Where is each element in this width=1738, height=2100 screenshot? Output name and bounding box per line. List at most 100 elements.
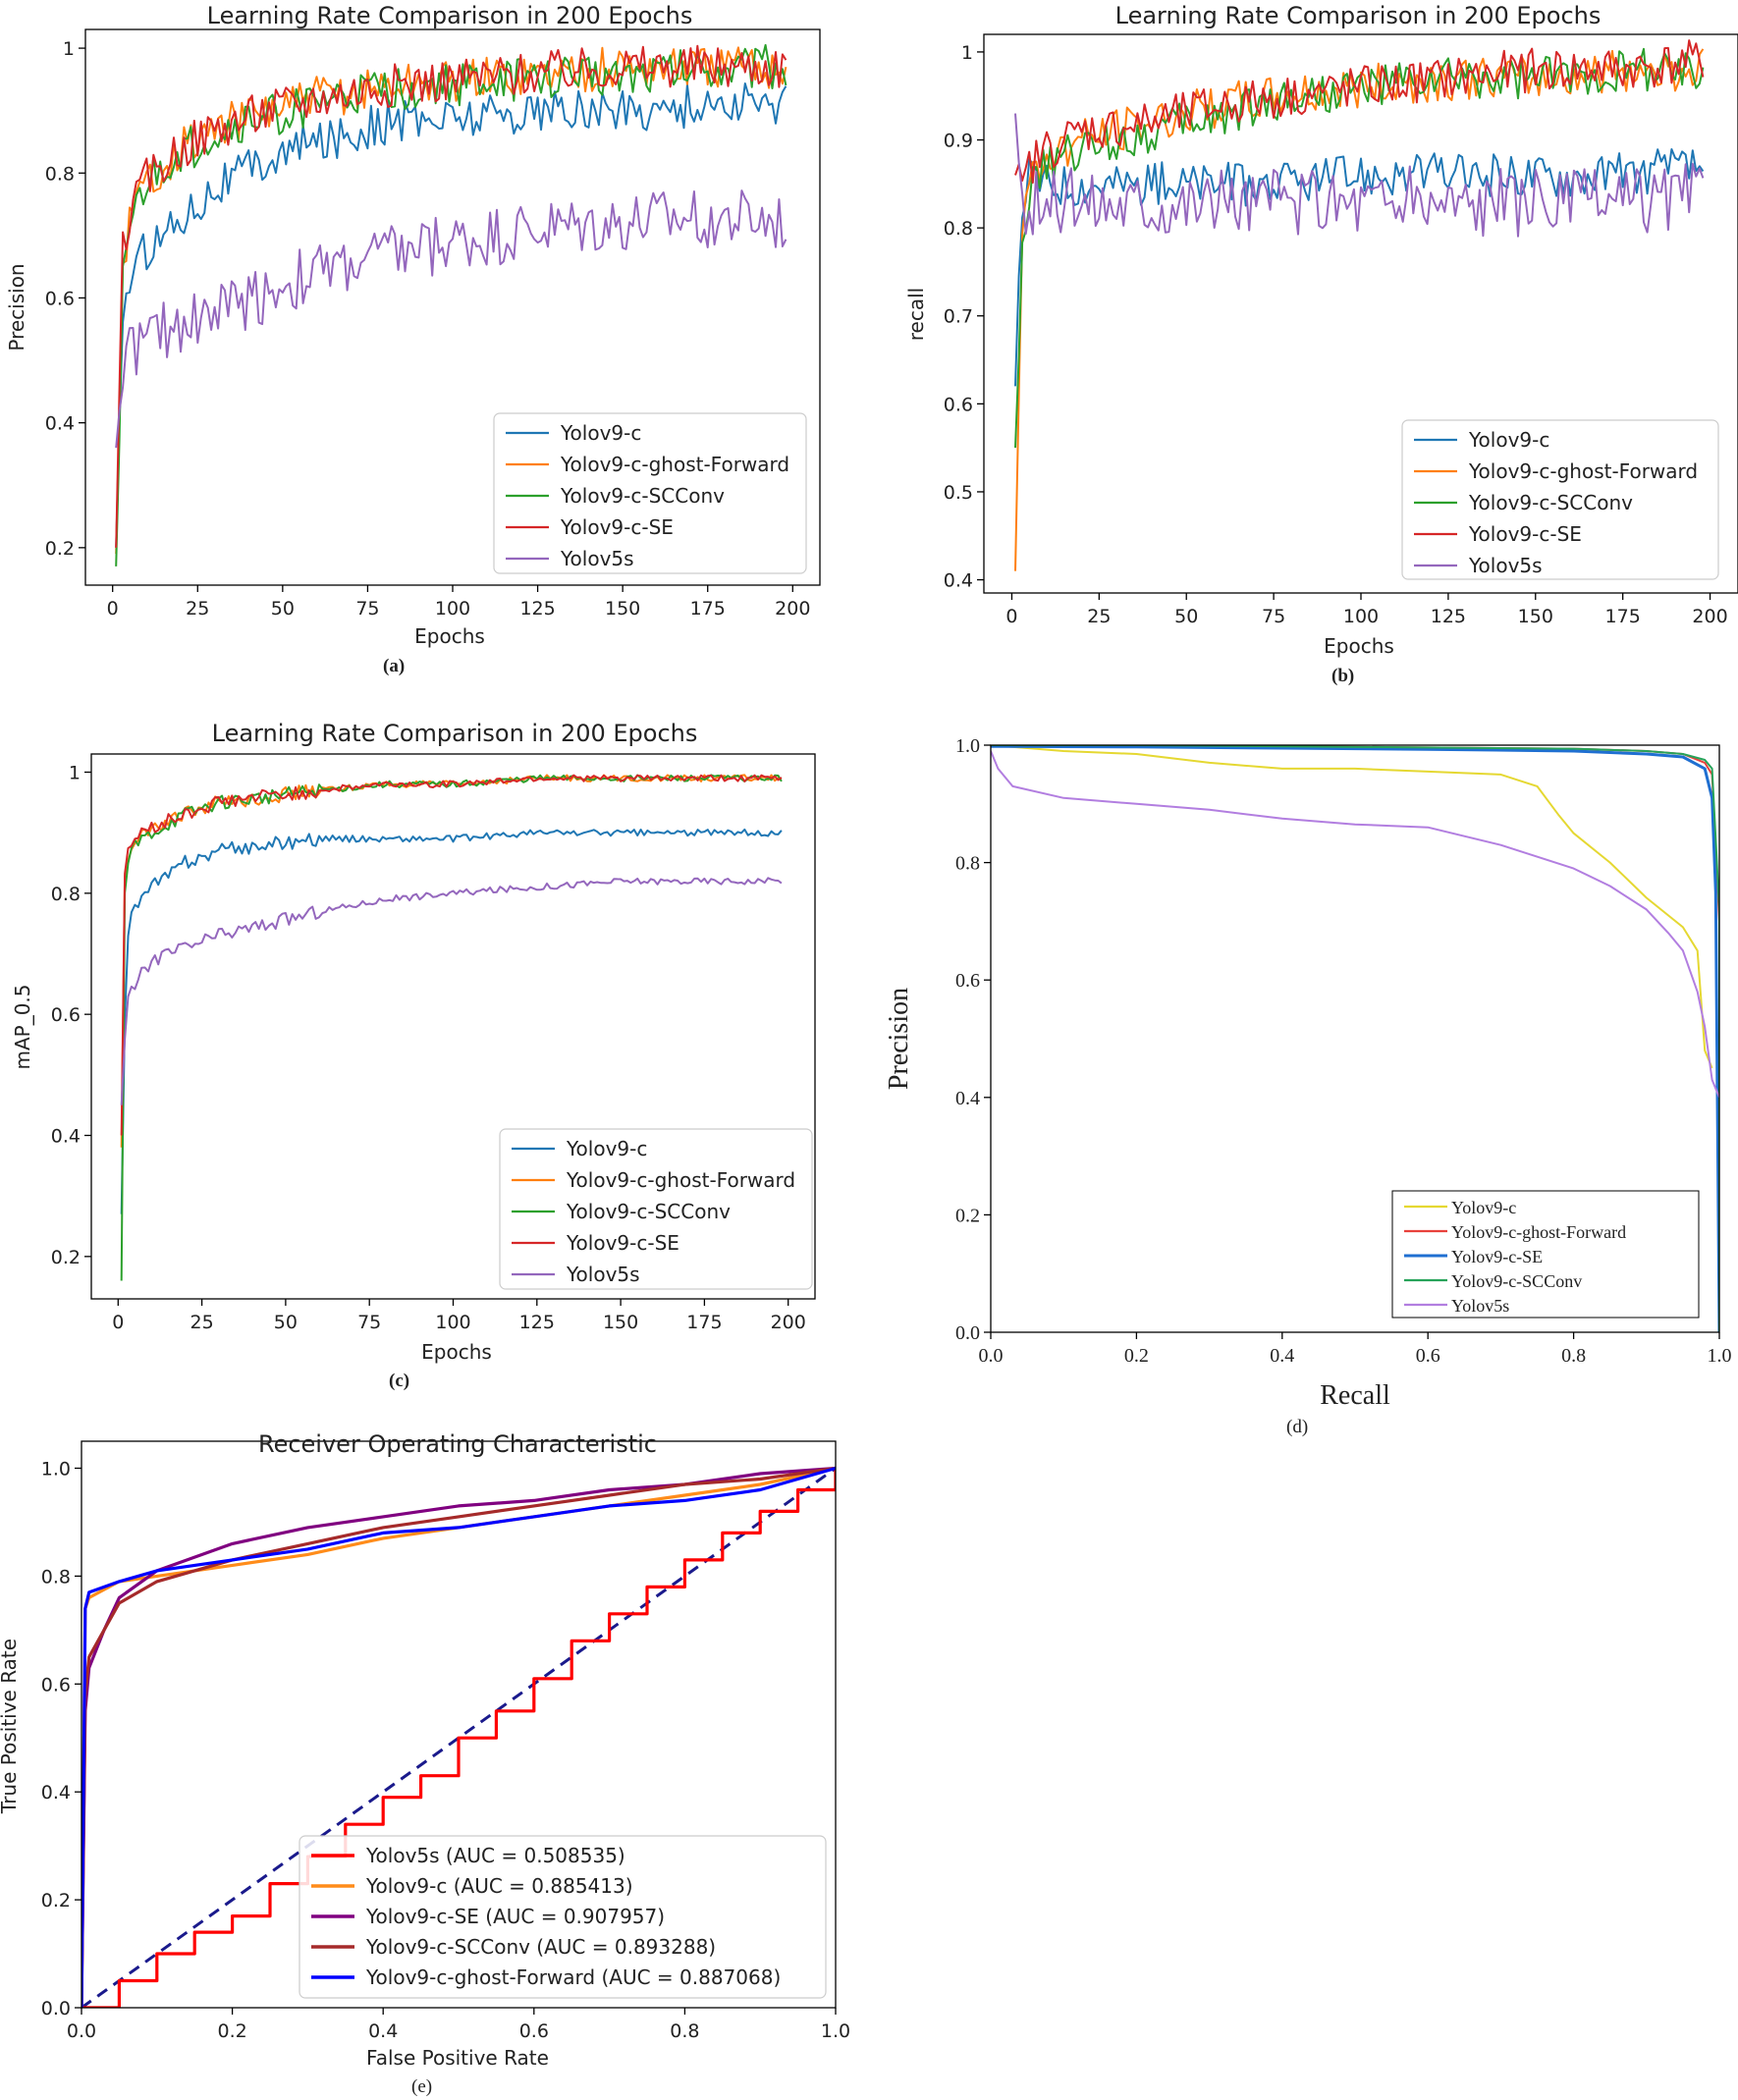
legend: Yolov5s (AUC = 0.508535) Yolov9-c (AUC = … (299, 1835, 827, 1999)
series-line (115, 82, 788, 548)
plot-frame (84, 28, 821, 586)
legend: Yolov9-c Yolov9-c-ghost-Forward Yolov9-c-S… (1391, 1190, 1700, 1319)
y-tick-label: 0.6 (944, 394, 973, 415)
chart-title: Receiver Operating Characteristic (258, 1430, 657, 1458)
legend: Yolov9-c Yolov9-c-ghost-Forward Yolov9-c-S… (493, 412, 807, 574)
y-tick-label: 1 (63, 38, 75, 60)
legend-entry: Yolov5s (566, 1263, 640, 1286)
x-tick-label: 1.0 (821, 2020, 850, 2042)
legend-entry: Yolov9-c-ghost-Forward (AUC = 0.887068) (365, 1965, 781, 1989)
legend-entry: Yolov9-c-SCConv (560, 484, 725, 508)
y-tick-label: 1 (69, 763, 81, 784)
legend-box (299, 1835, 827, 1999)
plot-frame (983, 33, 1738, 594)
x-tick-label: 200 (1692, 606, 1727, 627)
x-tick-label: 100 (435, 1312, 470, 1333)
series-line (991, 745, 1713, 1069)
legend-entry: Yolov5s (AUC = 0.508535) (365, 1844, 625, 1867)
series-line (115, 46, 788, 555)
y-tick-label: 0.4 (955, 1088, 980, 1109)
plot-frame (990, 744, 1720, 1333)
series-line (120, 877, 783, 1105)
legend-entry: Yolov9-c (AUC = 0.885413) (365, 1874, 633, 1898)
x-tick-label: 0.4 (368, 2020, 398, 2042)
series-line (81, 1468, 836, 2008)
legend-entry: Yolov9-c (1468, 428, 1549, 452)
series-line (991, 745, 1719, 1332)
legend-entry: Yolov9-c-SE (1468, 522, 1582, 546)
x-tick-label: 50 (274, 1312, 298, 1333)
x-tick-label: 50 (1174, 606, 1198, 627)
series-line (81, 1466, 836, 2008)
x-tick-label: 75 (1262, 606, 1285, 627)
y-axis-label: recall (904, 288, 928, 341)
x-axis-label: False Positive Rate (366, 2046, 549, 2070)
y-tick-label: 1.0 (41, 1458, 71, 1480)
legend-entry: Yolov9-c (1451, 1198, 1516, 1217)
y-tick-label: 0.6 (41, 1674, 71, 1696)
x-tick-label: 125 (519, 598, 555, 619)
x-tick-label: 25 (186, 598, 209, 619)
y-tick-label: 0.2 (45, 538, 75, 560)
x-tick-label: 125 (519, 1312, 555, 1333)
legend-entry: Yolov9-c-SCConv (AUC = 0.893288) (365, 1935, 716, 1959)
label-d: (d) (1286, 1417, 1309, 1437)
x-tick-label: 0.0 (67, 2020, 96, 2042)
series-line (1014, 47, 1705, 449)
series-line (991, 745, 1719, 1332)
legend-entry: Yolov9-c (566, 1137, 647, 1160)
legend-box (1401, 419, 1719, 580)
legend-entry: Yolov9-c-ghost-Forward (1451, 1222, 1626, 1242)
legend: Yolov9-c Yolov9-c-ghost-Forward Yolov9-c-S… (499, 1128, 813, 1290)
legend-entry: Yolov9-c-SE (560, 515, 674, 539)
series-line (120, 774, 783, 1281)
x-tick-label: 0 (112, 1312, 124, 1333)
legend-entry: Yolov9-c-SE (AUC = 0.907957) (365, 1905, 665, 1928)
legend-entry: Yolov9-c-ghost-Forward (566, 1168, 795, 1192)
series-line (120, 774, 783, 1136)
x-tick-label: 0.6 (519, 2020, 549, 2042)
y-tick-label: 1.0 (955, 735, 980, 757)
chart-b: 0 25 50 75 100 125 150 175 200 0.4 0.5 0.6 0.7 0.8 0.9… (904, 2, 1738, 658)
y-tick-label: 0.7 (944, 306, 973, 328)
x-tick-label: 25 (190, 1312, 214, 1333)
y-tick-label: 0.2 (955, 1205, 980, 1226)
x-tick-label: 0.2 (1124, 1345, 1149, 1367)
y-tick-label: 0.8 (51, 884, 81, 905)
y-tick-label: 0.8 (955, 853, 980, 875)
y-tick-label: 0.2 (41, 1890, 71, 1912)
series-line (81, 1466, 836, 2008)
x-tick-label: 0 (107, 598, 119, 619)
series-line (991, 750, 1719, 1099)
x-tick-label: 0.2 (217, 2020, 246, 2042)
plot-frame (90, 753, 816, 1300)
series-line (115, 44, 788, 548)
legend-entry: Yolov5s (1451, 1296, 1509, 1316)
chart-c: 0 25 50 75 100 125 150 175 200 0.2 0.4 0.6 0.8 1 Learn… (11, 720, 816, 1364)
x-tick-label: 200 (775, 598, 810, 619)
x-tick-label: 175 (686, 1312, 722, 1333)
x-tick-label: 0.6 (1416, 1345, 1440, 1367)
y-tick-label: 0.9 (944, 131, 973, 152)
x-tick-label: 150 (603, 1312, 638, 1333)
series-line (1014, 39, 1705, 185)
y-axis-label: Precision (5, 263, 28, 350)
label-a: (a) (383, 656, 406, 676)
legend-box (499, 1128, 813, 1290)
legend-entry: Yolov9-c-SCConv (1468, 491, 1633, 514)
label-b: (b) (1331, 666, 1355, 686)
y-tick-label: 0.0 (955, 1322, 980, 1344)
x-tick-label: 150 (1518, 606, 1553, 627)
y-tick-label: 0.6 (45, 288, 75, 309)
x-tick-label: 100 (1343, 606, 1379, 627)
x-tick-label: 0 (1005, 606, 1017, 627)
legend-entry: Yolov9-c-SCConv (566, 1200, 731, 1223)
legend-entry: Yolov5s (1468, 554, 1543, 577)
y-tick-label: 0.6 (51, 1004, 81, 1026)
legend-entry: Yolov5s (560, 547, 634, 570)
chart-a: 0 25 50 75 100 125 150 175 200 0.2 0.4 0.6 0.8 1 Learn… (5, 2, 821, 648)
legend-box (493, 412, 807, 574)
x-axis-label: Epochs (1324, 634, 1394, 658)
x-tick-label: 100 (435, 598, 470, 619)
y-tick-label: 0.5 (944, 482, 973, 504)
